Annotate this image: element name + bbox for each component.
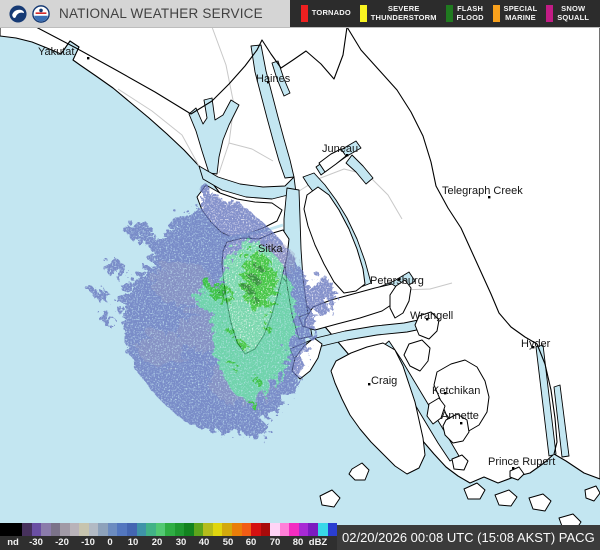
colorbar-segment	[184, 523, 194, 536]
colorbar-segment	[298, 523, 309, 536]
colorbar-segment	[79, 523, 89, 536]
colorbar-segment	[107, 523, 118, 536]
colorbar-segment	[212, 523, 223, 536]
scale-tick--30: -30	[29, 537, 43, 548]
colorbar-segment	[88, 523, 99, 536]
scale-tick--10: -10	[81, 537, 95, 548]
colorbar-segment	[260, 523, 271, 536]
legend-swatch	[546, 5, 554, 22]
colorbar-segment	[98, 523, 108, 536]
colorbar-segment	[279, 523, 290, 536]
town-markers	[87, 57, 535, 470]
timestamp-bar: 02/20/2026 00:08 UTC (15:08 AKST) PACG	[337, 525, 600, 550]
scale-tick-0: 0	[107, 537, 113, 548]
colorbar-segment	[136, 523, 147, 536]
colorbar-segment	[203, 523, 213, 536]
scale-tick-30: 30	[175, 537, 187, 548]
radar-echo-core	[216, 261, 258, 300]
colorbar-segment	[270, 523, 280, 536]
legend-swatch	[492, 5, 500, 22]
legend-item: SEVERE THUNDERSTORM	[359, 4, 437, 22]
colorbar-nd-segment	[0, 523, 22, 536]
legend-label: SEVERE THUNDERSTORM	[370, 4, 437, 22]
colorbar-segment	[251, 523, 261, 536]
colorbar-segment	[155, 523, 166, 536]
scale-tick-20: 20	[151, 537, 163, 548]
colorbar-segment	[41, 523, 51, 536]
legend-swatch	[445, 5, 453, 22]
legend-item: SNOW SQUALL	[546, 4, 590, 22]
legend-swatch	[359, 5, 367, 22]
scale-tick-80: 80	[292, 537, 304, 548]
radar-echo-layer	[88, 187, 331, 435]
top-bar: NATIONAL WEATHER SERVICE TORNADO SEVERE TH…	[0, 0, 600, 28]
map-canvas	[0, 27, 600, 550]
legend-label: SPECIAL MARINE	[503, 4, 538, 22]
noaa-logo[interactable]	[9, 4, 27, 23]
scale-tick--20: -20	[55, 537, 69, 548]
colorbar-segment	[232, 523, 242, 536]
scale-ticks: nd -30 -20 -10 0 10 20 30 40 50 60 70 80 dBZ	[0, 536, 337, 550]
colorbar-segment	[165, 523, 175, 536]
colorbar-segment	[289, 523, 299, 536]
legend-swatch	[300, 5, 308, 22]
colorbar-segment	[241, 523, 252, 536]
border-line	[35, 27, 558, 455]
legend-label: FLASH FLOOD	[456, 4, 484, 22]
legend-item: FLASH FLOOD	[445, 4, 484, 22]
scale-tick-60: 60	[245, 537, 257, 548]
agency-title: NATIONAL WEATHER SERVICE	[59, 6, 263, 21]
colorbar-segment	[50, 523, 61, 536]
reflectivity-colorbar	[0, 523, 338, 536]
legend-item: TORNADO	[300, 5, 351, 22]
warning-legend: TORNADO SEVERE THUNDERSTORM FLASH FLOOD SPECI…	[290, 0, 600, 27]
scale-tick-70: 70	[269, 537, 281, 548]
scale-tick-40: 40	[198, 537, 210, 548]
radar-echo-strong	[201, 248, 274, 404]
colorbar-segment	[317, 523, 328, 536]
nws-logo[interactable]	[32, 4, 50, 23]
radar-map[interactable]: Yakutat Haines Juneau Telegraph Creek Sitka P…	[0, 27, 600, 550]
colorbar-segment	[308, 523, 318, 536]
scale-tick-nd: nd	[7, 537, 19, 548]
legend-label: TORNADO	[311, 8, 351, 18]
scale-tick-10: 10	[127, 537, 139, 548]
colorbar-segment	[31, 523, 42, 536]
colorbar-segment	[127, 523, 137, 536]
colorbar-segment	[69, 523, 80, 536]
colorbar-segment	[22, 523, 32, 536]
timestamp-text: 02/20/2026 00:08 UTC (15:08 AKST) PACG	[342, 530, 595, 545]
legend-item: SPECIAL MARINE	[492, 4, 538, 22]
legend-label: SNOW SQUALL	[557, 4, 590, 22]
colorbar-segment	[117, 523, 128, 536]
agency-branding: NATIONAL WEATHER SERVICE	[0, 0, 263, 27]
colorbar-segment	[222, 523, 233, 536]
colorbar-segment	[327, 523, 338, 536]
colorbar-segment	[146, 523, 156, 536]
reflectivity-scale: nd -30 -20 -10 0 10 20 30 40 50 60 70 80 dBZ	[0, 523, 338, 550]
scale-tick-dBZ: dBZ	[308, 537, 328, 548]
colorbar-segment	[174, 523, 185, 536]
colorbar-segment	[193, 523, 204, 536]
colorbar-segment	[60, 523, 70, 536]
scale-tick-50: 50	[222, 537, 234, 548]
